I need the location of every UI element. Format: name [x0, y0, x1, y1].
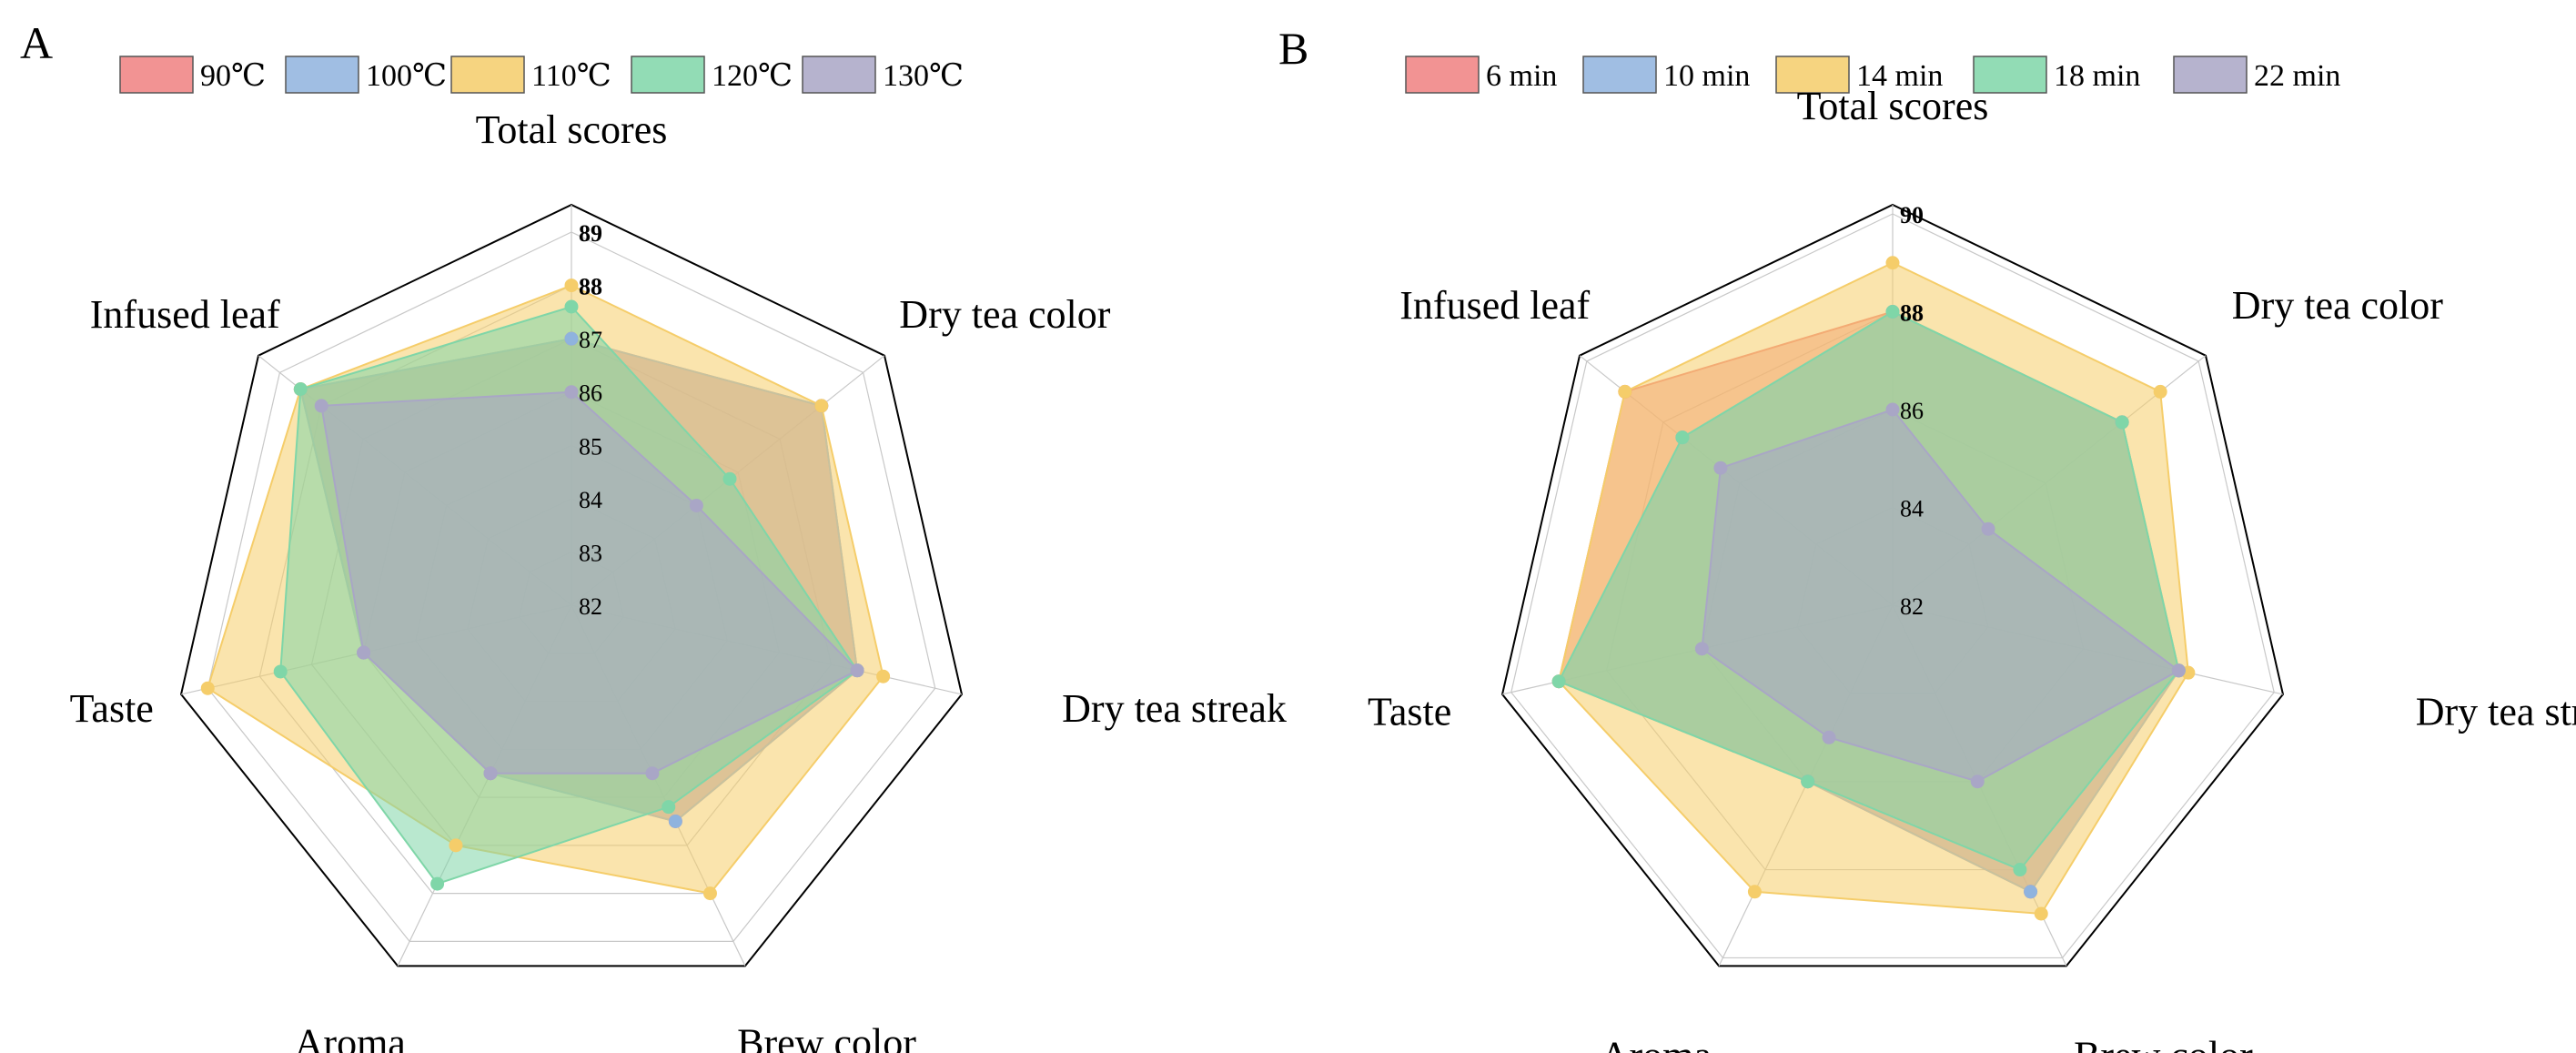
legend-swatch	[802, 56, 876, 94]
legend-label: 110℃	[531, 59, 611, 93]
series-point	[1885, 256, 1900, 270]
series-point	[1747, 885, 1762, 899]
series-point	[564, 385, 579, 400]
legend-label: 22 min	[2254, 59, 2340, 93]
series-point	[357, 645, 371, 660]
radar-grid-ring	[207, 231, 936, 942]
series-point	[1885, 402, 1900, 417]
series-point	[564, 278, 579, 293]
radar-outer-frame	[179, 203, 964, 967]
tick-label: 87	[579, 327, 602, 353]
series-point	[645, 766, 660, 781]
series-area	[320, 390, 859, 775]
radar-grid-ring	[1510, 213, 2275, 959]
legend-label: 120℃	[712, 59, 793, 93]
series-point	[702, 886, 717, 901]
series-point	[430, 876, 445, 891]
series-point	[668, 814, 682, 828]
series-point	[1618, 384, 1632, 399]
series-area	[1701, 408, 2181, 783]
series-point	[293, 382, 308, 397]
series-point	[1981, 521, 1995, 536]
series-point	[876, 669, 891, 683]
tick-label: 82	[1900, 593, 1924, 620]
axis-label: Total scores	[476, 107, 668, 152]
axis-label: Taste	[70, 686, 154, 731]
legend-swatch	[119, 56, 194, 94]
axis-label: Dry tea streak	[2416, 689, 2576, 734]
tick-label: 84	[1900, 496, 1924, 522]
series-point	[483, 766, 498, 781]
legend-swatch	[285, 56, 359, 94]
axis-label: Infused leaf	[1399, 283, 1590, 328]
axis-label: Brew color	[737, 1020, 916, 1053]
series-point	[2013, 863, 2027, 877]
axis-label: Dry tea color	[899, 292, 1110, 337]
legend-swatch	[1582, 56, 1657, 94]
legend-label: 18 min	[2054, 59, 2140, 93]
radar-outer-frame	[1500, 203, 2285, 967]
tick-label: 88	[579, 274, 602, 300]
series-point	[564, 299, 579, 314]
series-point	[1801, 775, 1815, 789]
legend-swatch	[1775, 56, 1850, 94]
series-point	[2171, 663, 2186, 678]
series-point	[662, 800, 676, 815]
series-point	[1885, 305, 1900, 319]
series-point	[2153, 384, 2167, 399]
panel-label-a: A	[20, 17, 53, 68]
legend-swatch	[1405, 56, 1480, 94]
axis-label: Brew color	[2074, 1034, 2253, 1053]
tick-label: 85	[579, 433, 602, 460]
series-point	[273, 664, 288, 679]
legend-label: 90℃	[200, 59, 266, 93]
axis-label: Dry tea color	[2232, 283, 2443, 328]
tick-label: 84	[579, 487, 602, 513]
radar-chart-b: 6 min 10 min 14 min 18 min 22 min 82 84 86 88 90 T…	[1368, 56, 2576, 1053]
series-point	[314, 399, 328, 413]
panel-label-b: B	[1278, 23, 1308, 74]
series-point	[814, 399, 829, 413]
legend-swatch	[2173, 56, 2248, 94]
tick-label: 88	[1900, 300, 1924, 327]
series-point	[1551, 674, 1566, 689]
axis-label: Aroma	[295, 1020, 406, 1053]
legend-label: 14 min	[1856, 59, 1943, 93]
legend-label: 100℃	[366, 59, 447, 93]
tick-label: 83	[579, 540, 602, 566]
series-point	[1713, 461, 1728, 475]
series-point	[2034, 906, 2048, 921]
series-point	[1675, 430, 1690, 445]
radar-chart-a: 90℃ 100℃ 110℃ 120℃ 130℃ 82 83 84 85 86 87 88 89 Total…	[70, 56, 1287, 1053]
legend-label: 130℃	[883, 59, 964, 93]
legend-swatch	[1973, 56, 2047, 94]
series-point	[2115, 415, 2129, 430]
tick-label: 86	[1900, 398, 1924, 424]
axis-label: Taste	[1368, 689, 1451, 734]
series-point	[850, 663, 864, 678]
legend-swatch	[631, 56, 705, 94]
series-point	[564, 331, 579, 346]
axis-label: Total scores	[1797, 84, 1989, 128]
series-point	[2024, 885, 2038, 899]
tick-label: 82	[579, 593, 602, 620]
axis-label: Dry tea streak	[1062, 686, 1287, 731]
axis-label: Aroma	[1601, 1034, 1712, 1053]
tick-label: 90	[1900, 202, 1924, 228]
series-point	[449, 838, 463, 853]
series-point	[1970, 775, 1985, 789]
series-point	[1694, 642, 1709, 656]
legend-label: 10 min	[1663, 59, 1750, 93]
legend-label: 6 min	[1486, 59, 1557, 93]
legend-swatch	[450, 56, 525, 94]
tick-label: 89	[579, 220, 602, 247]
series-point	[200, 681, 215, 695]
series-point	[722, 471, 737, 486]
tick-label: 86	[579, 380, 602, 407]
series-point	[689, 498, 703, 512]
axis-label: Infused leaf	[90, 292, 280, 337]
series-point	[1822, 730, 1836, 744]
